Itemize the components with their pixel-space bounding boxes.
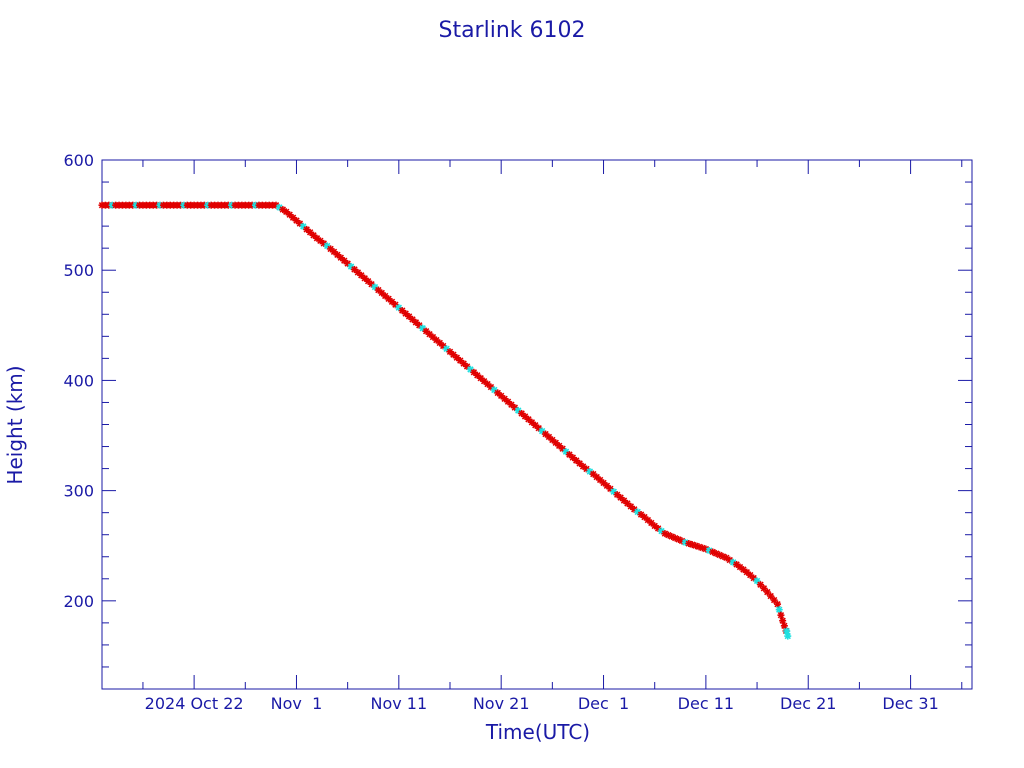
y-tick-label: 400 — [63, 371, 94, 390]
y-tick-label: 600 — [63, 151, 94, 170]
x-tick-label: Nov 11 — [370, 694, 427, 713]
data-point — [774, 600, 782, 608]
data-point — [675, 535, 683, 543]
data-point — [432, 336, 440, 344]
data-point — [658, 527, 666, 535]
data-point — [779, 617, 787, 625]
chart-title: Starlink 6102 — [438, 18, 585, 43]
x-tick-label: Nov 21 — [473, 694, 530, 713]
y-tick-label: 200 — [63, 592, 94, 611]
x-tick-label: Dec 1 — [578, 694, 629, 713]
y-tick-label: 300 — [63, 482, 94, 501]
x-axis-label: Time(UTC) — [485, 720, 590, 744]
x-tick-label: Dec 21 — [780, 694, 836, 713]
x-tick-label: Nov 1 — [271, 694, 323, 713]
data-point — [501, 395, 509, 403]
x-tick-label: 2024 Oct 22 — [145, 694, 244, 713]
data-point — [449, 351, 457, 359]
series-line — [102, 204, 789, 637]
data-point — [422, 327, 430, 335]
y-tick-label: 500 — [63, 261, 94, 280]
axis-ticks — [102, 159, 972, 689]
data-point — [777, 611, 785, 619]
data-point — [783, 627, 791, 635]
x-tick-label: Dec 11 — [678, 694, 734, 713]
data-point — [364, 277, 372, 285]
data-point — [405, 312, 413, 320]
y-axis-label: Height (km) — [3, 365, 27, 484]
tick-labels: 200 300 400 500 600 2024 Oct 22 Nov 1 Nov 11 Nov… — [63, 151, 938, 713]
data-markers — [98, 201, 792, 640]
x-tick-label: Dec 31 — [882, 694, 938, 713]
data-point — [775, 606, 783, 614]
